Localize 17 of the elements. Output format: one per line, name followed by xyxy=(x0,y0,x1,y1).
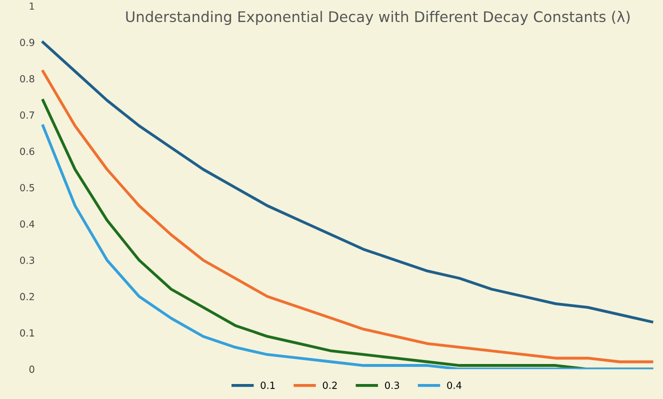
line-series xyxy=(42,40,654,324)
y-tick-label: 0.2 xyxy=(20,292,34,300)
y-tick-label: 0.1 xyxy=(20,329,34,337)
legend-label: 0.2 xyxy=(322,382,337,389)
y-tick-label: 1 xyxy=(30,2,34,10)
y-tick-label: 0.6 xyxy=(20,148,34,156)
legend-label: 0.1 xyxy=(260,382,275,389)
legend-label: 0.3 xyxy=(384,382,400,389)
y-tick-label: 0.7 xyxy=(20,111,34,119)
y-tick-label: 0.4 xyxy=(20,220,34,228)
y-tick-label: 0.8 xyxy=(20,75,34,82)
legend-label: 0.4 xyxy=(447,382,462,389)
chart-title: Understanding Exponential Decay with Different Decay Constants (λ) xyxy=(126,10,630,26)
y-tick-label: 0.9 xyxy=(20,38,34,46)
y-tick-label: 0 xyxy=(29,366,34,373)
y-tick-label: 0.5 xyxy=(20,184,34,192)
y-tick-label: 0.3 xyxy=(20,256,34,264)
